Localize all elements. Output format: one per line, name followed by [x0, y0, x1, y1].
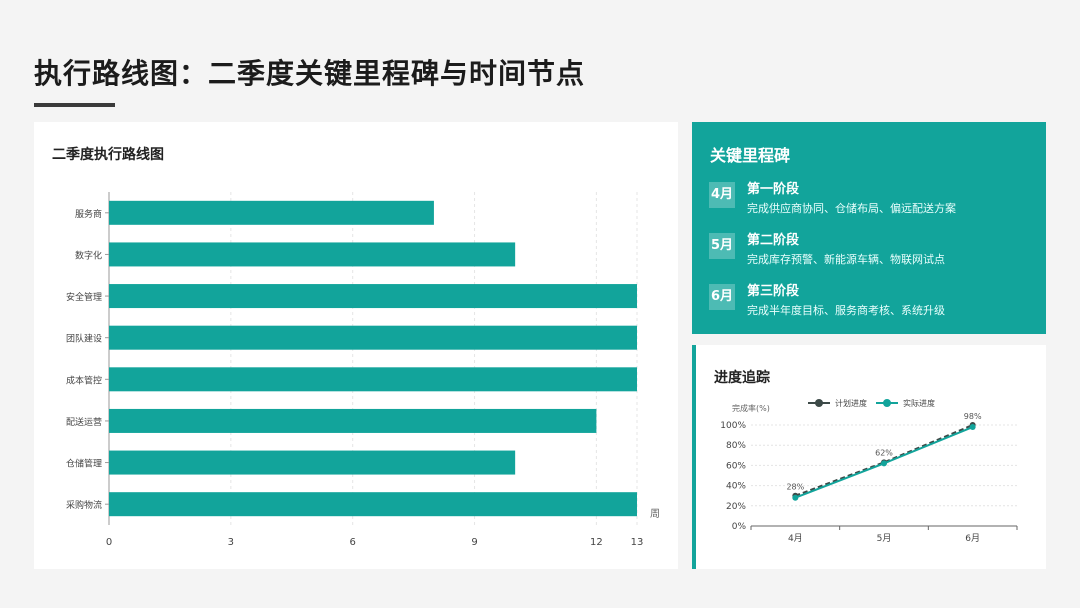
bar: [109, 492, 637, 517]
legend-label: 实际进度: [903, 398, 935, 408]
bar: [109, 450, 516, 475]
data-point: [969, 424, 976, 431]
y-axis-label: 完成率(%): [732, 403, 770, 413]
milestone-item: 4月 第一阶段 完成供应商协同、仓储布局、偏远配送方案: [709, 178, 1039, 222]
category-label: 成本管控: [66, 374, 102, 386]
x-tick-label: 3: [228, 537, 234, 548]
category-label: 数字化: [75, 249, 102, 261]
bar-chart-card: 服务商 数字化 安全管理 团队建设 成本管控 配送运营 仓储管理 采购物流 0 3 6 9 12 13 周 …: [34, 122, 678, 569]
data-point: [792, 494, 799, 501]
x-tick-label: 0: [106, 537, 112, 548]
x-tick-label: 5月: [877, 533, 892, 544]
data-label: 62%: [875, 448, 893, 457]
data-label: 98%: [964, 412, 982, 421]
data-label: 28%: [786, 483, 804, 492]
category-label: 采购物流: [66, 499, 102, 511]
title-underline: [34, 103, 115, 107]
x-tick-label: 6月: [965, 533, 980, 544]
data-point: [881, 460, 887, 467]
bar: [109, 200, 434, 225]
milestones-title: 关键里程碑: [710, 146, 791, 165]
y-tick-label: 40%: [726, 482, 746, 492]
x-unit-label: 周: [650, 508, 660, 520]
milestone-month: 6月: [709, 284, 735, 310]
milestone-item: 5月 第二阶段 完成库存预警、新能源车辆、物联网试点: [709, 229, 1039, 273]
bar: [109, 242, 516, 267]
milestone-item: 6月 第三阶段 完成半年度目标、服务商考核、系统升级: [709, 280, 1039, 324]
progress-card: 0% 20% 40% 60% 80% 100% 4月 5月 6月 完成率(%) 计划进度 实际进度 28…: [692, 345, 1046, 569]
legend-label: 计划进度: [835, 398, 867, 408]
bar: [109, 408, 597, 433]
milestone-phase: 第三阶段: [747, 284, 800, 299]
milestones-card: 关键里程碑 4月 第一阶段 完成供应商协同、仓储布局、偏远配送方案 5月 第二阶…: [692, 122, 1046, 334]
milestone-month: 5月: [709, 233, 735, 259]
y-tick-label: 100%: [720, 421, 746, 431]
progress-title: 进度追踪: [714, 370, 770, 386]
bar-chart-title: 二季度执行路线图: [52, 147, 164, 163]
milestone-desc: 完成供应商协同、仓储布局、偏远配送方案: [747, 202, 956, 215]
milestone-desc: 完成库存预警、新能源车辆、物联网试点: [747, 253, 945, 266]
category-label: 团队建设: [66, 333, 102, 345]
bar: [109, 325, 637, 350]
y-tick-label: 80%: [726, 441, 746, 451]
legend-marker: [815, 399, 823, 407]
bar: [109, 367, 637, 392]
category-label: 安全管理: [66, 291, 102, 303]
y-tick-label: 60%: [726, 461, 746, 471]
page-title: 执行路线图：二季度关键里程碑与时间节点: [34, 57, 586, 90]
y-tick-label: 0%: [732, 522, 747, 532]
milestone-phase: 第二阶段: [747, 233, 800, 248]
x-tick-label: 13: [631, 537, 644, 548]
milestone-phase: 第一阶段: [747, 182, 800, 197]
line-chart: 0% 20% 40% 60% 80% 100% 4月 5月 6月 完成率(%) 计划进度 实际进度 28…: [720, 398, 1018, 544]
x-tick-label: 9: [471, 537, 477, 548]
category-label: 配送运营: [66, 416, 102, 428]
milestone-month: 4月: [709, 182, 735, 208]
bar: [109, 284, 637, 309]
milestone-desc: 完成半年度目标、服务商考核、系统升级: [747, 304, 945, 317]
x-tick-label: 12: [590, 537, 603, 548]
x-tick-label: 4月: [788, 533, 803, 544]
category-label: 服务商: [75, 208, 102, 220]
legend-marker: [883, 399, 891, 407]
category-label: 仓储管理: [66, 458, 102, 470]
y-tick-label: 20%: [726, 502, 746, 512]
x-tick-label: 6: [350, 537, 356, 548]
